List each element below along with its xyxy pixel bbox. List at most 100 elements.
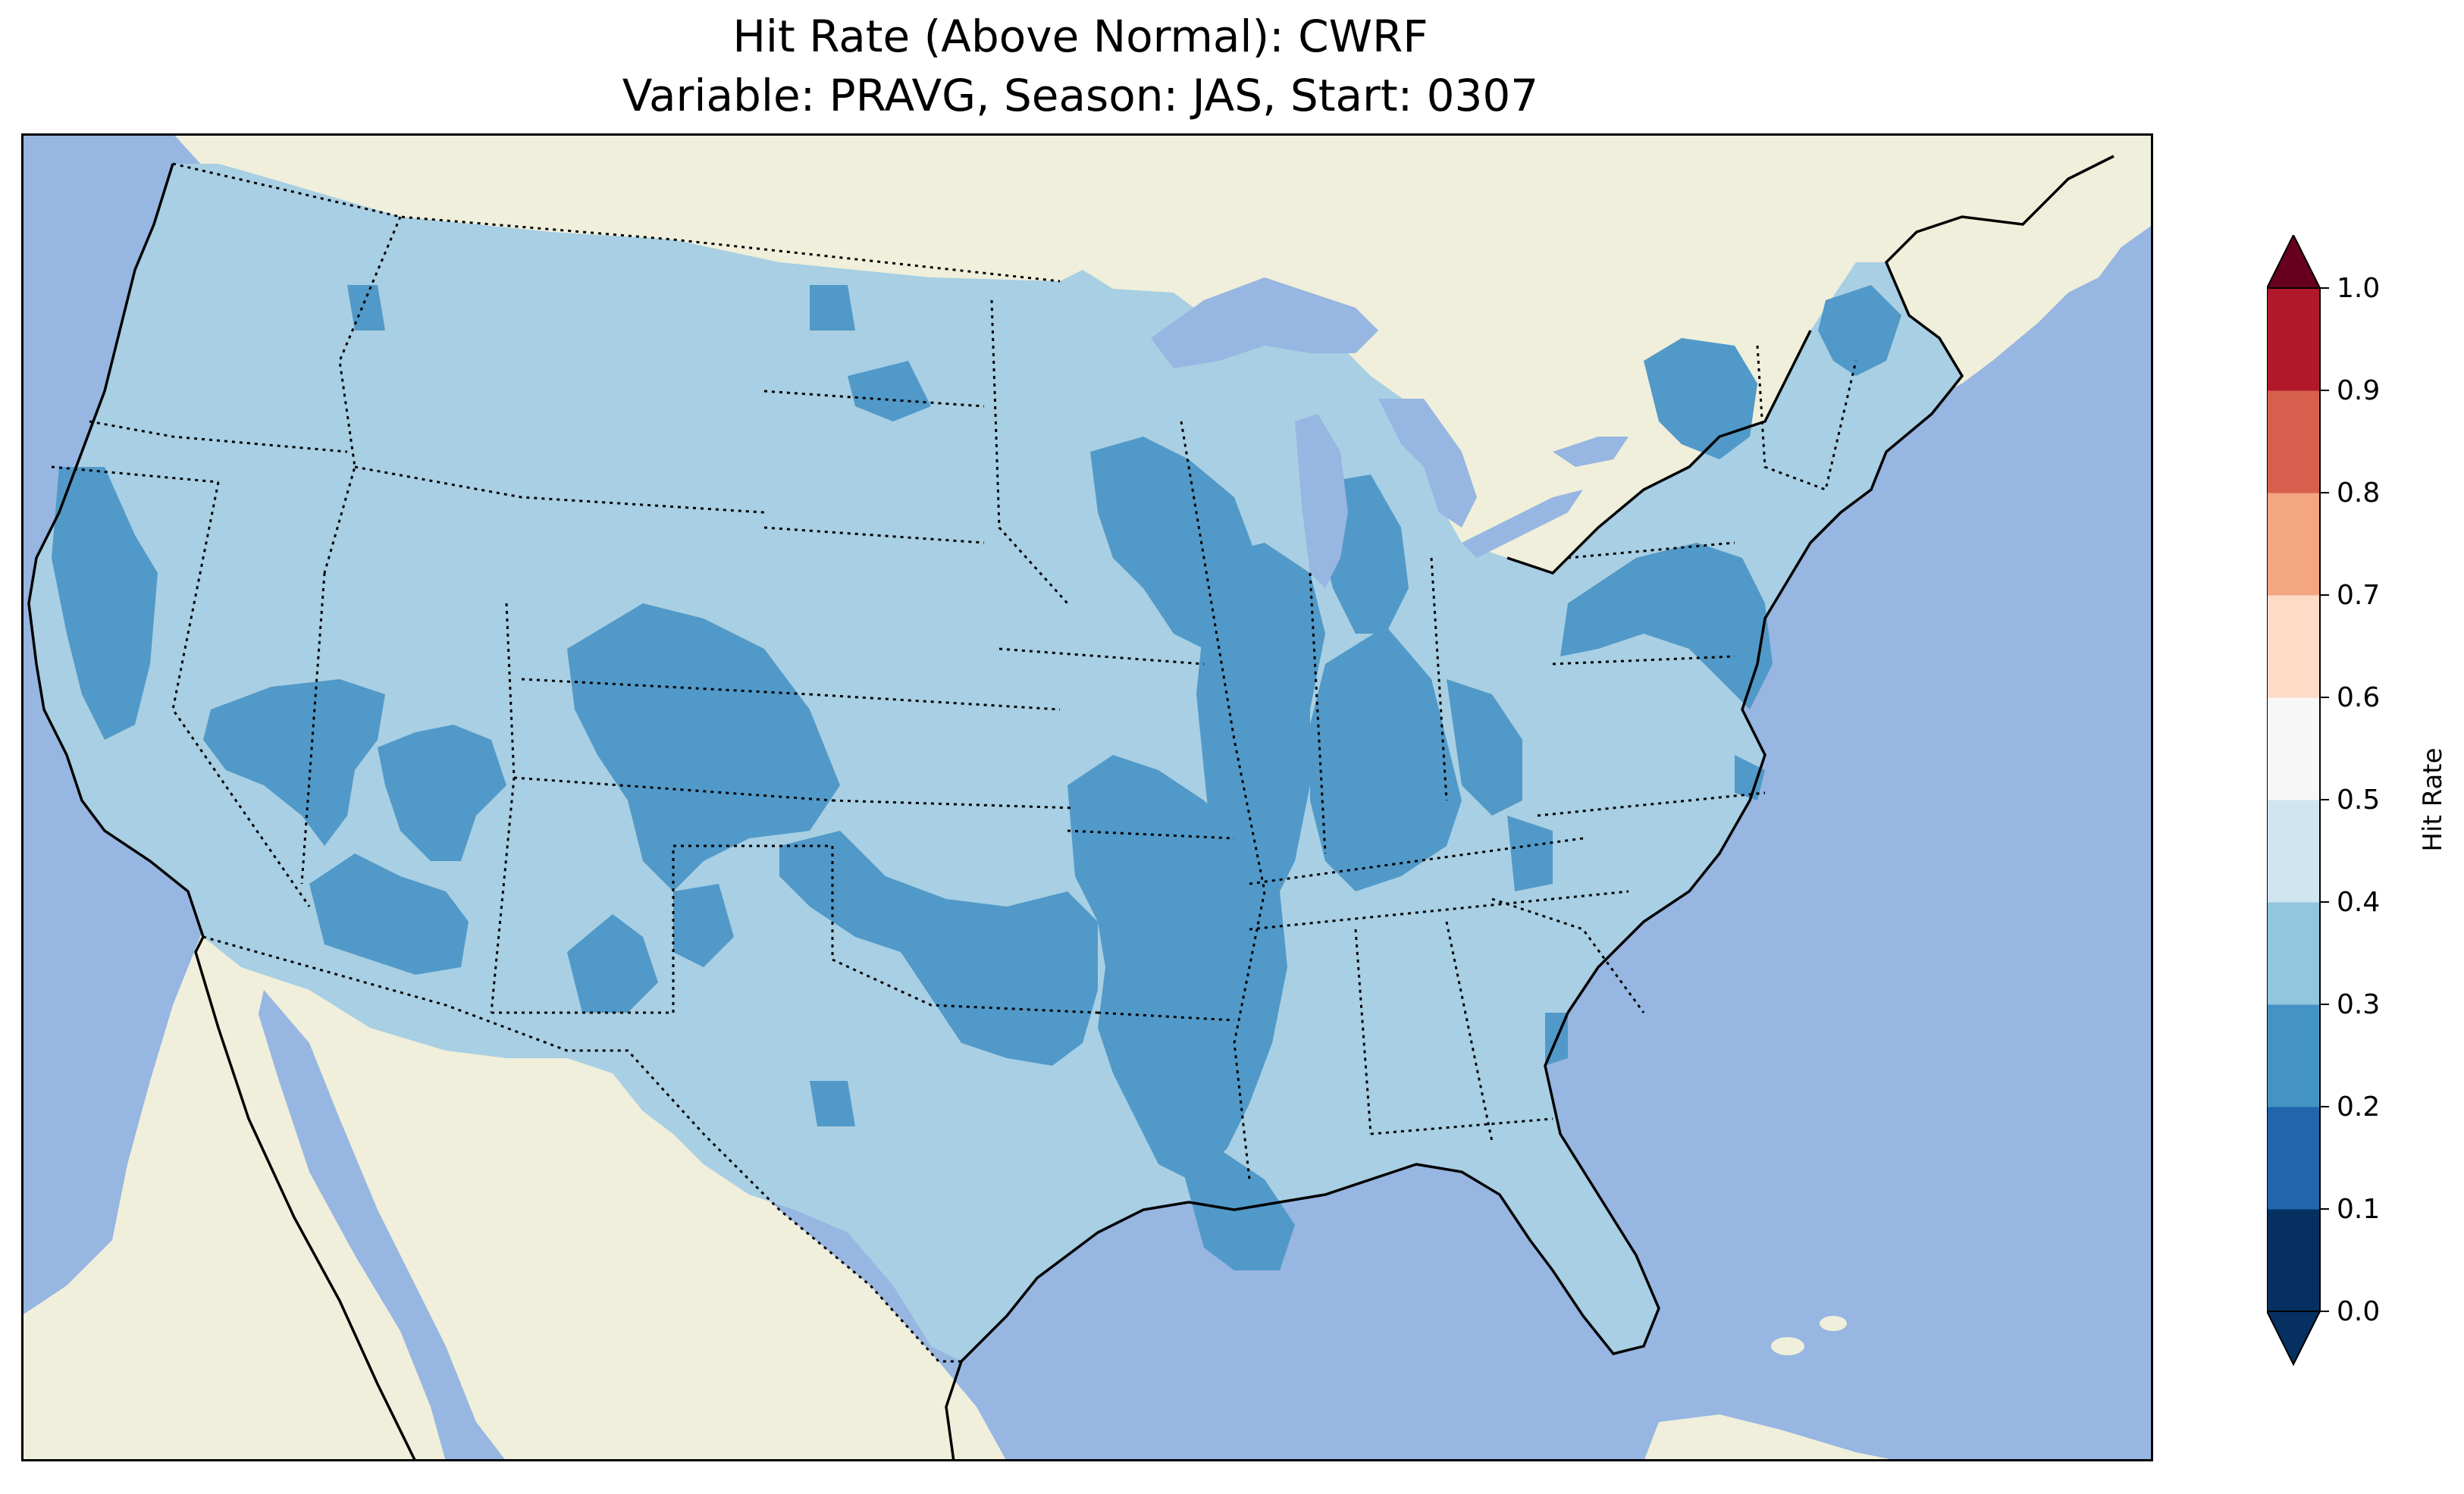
border-mn-wi bbox=[990, 299, 1069, 605]
colorbar-tick-label: 0.9 bbox=[2337, 375, 2380, 406]
coast-pacific bbox=[27, 163, 417, 1461]
patch-colorado bbox=[567, 603, 840, 891]
border-mo-ar bbox=[1067, 829, 1235, 840]
chart-subtitle: Variable: PRAVG, Season: JAS, Start: 030… bbox=[622, 70, 1539, 121]
border-dakotas bbox=[763, 390, 985, 408]
border-nv-ca bbox=[171, 481, 311, 907]
border-ok-tx bbox=[831, 846, 1099, 1014]
border-idaho bbox=[323, 216, 402, 574]
border-nv-ut bbox=[300, 572, 326, 885]
border-tn-south bbox=[1249, 890, 1629, 931]
border-ar-la bbox=[1097, 1011, 1235, 1022]
colorbar-tick-label: 0.2 bbox=[2337, 1092, 2380, 1123]
border-mt-wy bbox=[354, 465, 765, 514]
lake-erie bbox=[1462, 490, 1583, 558]
colorbar-tick-label: 0.4 bbox=[2337, 887, 2380, 918]
colorbar-bin bbox=[2267, 1107, 2320, 1210]
lake-huron bbox=[1378, 399, 1477, 528]
state-borders bbox=[51, 162, 1857, 1363]
border-ga-fl bbox=[1370, 1117, 1553, 1135]
colorbar-extend-min bbox=[2267, 1311, 2320, 1364]
colorbar-bin bbox=[2267, 902, 2320, 1005]
border-wa-or bbox=[89, 420, 348, 453]
patch-pennsylvania-nj-md bbox=[1560, 543, 1773, 709]
patch-w-texas bbox=[810, 1081, 855, 1126]
chart-title: Hit Rate (Above Normal): CWRF bbox=[732, 11, 1428, 62]
border-ca-mx bbox=[202, 935, 961, 1363]
colorbar-ticks: 0.0 0.1 0.2 0.3 0.4 0.5 0.6 0.7 0.8 0.9 1.0 bbox=[2320, 273, 2380, 1327]
border-or-ca bbox=[51, 465, 219, 484]
bahamas-island bbox=[1771, 1337, 1804, 1355]
colorbar-outline-top bbox=[2267, 235, 2321, 289]
colorbar-bin bbox=[2267, 1209, 2320, 1312]
colorbar-tick-label: 0.3 bbox=[2337, 989, 2380, 1020]
border-new-england bbox=[1756, 345, 1857, 492]
conus-land bbox=[29, 164, 1962, 1361]
colorbar-bin bbox=[2267, 493, 2320, 596]
patch-utah-west bbox=[378, 725, 506, 861]
cuba bbox=[1644, 1414, 1901, 1461]
border-in-oh bbox=[1430, 557, 1448, 801]
colorbar-bin bbox=[2267, 288, 2320, 391]
colorbar-tick-label: 0.8 bbox=[2337, 478, 2380, 509]
coast-gulf bbox=[960, 1012, 1660, 1363]
coast-atlantic bbox=[1566, 155, 2114, 1013]
lake-michigan bbox=[1295, 414, 1348, 588]
border-ks-ok bbox=[832, 799, 1076, 810]
patch-n-california bbox=[52, 467, 158, 740]
colorbar-label: Hit Rate bbox=[2418, 747, 2448, 851]
patch-nm-east bbox=[673, 884, 734, 967]
map-frame bbox=[21, 133, 2153, 1461]
border-nc-sc bbox=[1491, 897, 1645, 1013]
patch-nevada bbox=[203, 679, 385, 846]
hit-rate-0.2-0.3-patches bbox=[52, 285, 1901, 1270]
colorbar-tick-label: 0.5 bbox=[2337, 785, 2380, 816]
colorbar: 0.0 0.1 0.2 0.3 0.4 0.5 0.6 0.7 0.8 0.9 1.0 Hit Ra… bbox=[2267, 235, 2448, 1367]
bahamas-island bbox=[1820, 1316, 1847, 1331]
colorbar-bin bbox=[2267, 800, 2320, 903]
map-panel bbox=[21, 133, 2153, 1461]
lake-superior bbox=[1151, 277, 1378, 368]
colorbar-tick-label: 0.1 bbox=[2337, 1194, 2380, 1225]
colorbar-outline-bottom bbox=[2267, 1311, 2321, 1367]
coast-canada-east bbox=[1506, 330, 1812, 575]
coastlines bbox=[27, 155, 2114, 1461]
border-il-in bbox=[1309, 572, 1327, 854]
colorbar-extend-max bbox=[2267, 235, 2320, 288]
colorbar-tick-label: 0.6 bbox=[2337, 682, 2380, 713]
colorbar-bin bbox=[2267, 595, 2320, 698]
baja-peninsula bbox=[196, 937, 446, 1461]
border-pa-md bbox=[1552, 655, 1735, 666]
border-ky-tn bbox=[1249, 837, 1584, 885]
colorbar-bin bbox=[2267, 390, 2320, 493]
patch-new-york bbox=[1644, 338, 1757, 459]
border-co-nm bbox=[513, 776, 833, 802]
colorbar-tick-label: 1.0 bbox=[2337, 273, 2380, 304]
baja-gulf bbox=[249, 990, 506, 1461]
colorbar-bins bbox=[2267, 288, 2320, 1312]
great-lakes bbox=[1151, 277, 1629, 588]
border-mississippi-river bbox=[1180, 421, 1266, 1180]
patch-maine bbox=[1818, 285, 1901, 376]
coast-mexico-gulf bbox=[945, 1361, 963, 1461]
patch-mississippi-valley bbox=[1196, 543, 1325, 922]
border-pa-ny bbox=[1567, 541, 1735, 559]
patch-indiana-kentucky bbox=[1310, 626, 1462, 891]
colorbar-tick-label: 0.0 bbox=[2337, 1296, 2380, 1327]
border-va-nc bbox=[1537, 791, 1766, 817]
colorbar-tick-label: 0.7 bbox=[2337, 580, 2380, 611]
patch-s-nevada-arizona bbox=[309, 853, 469, 975]
patch-oklahoma-texas bbox=[779, 831, 1098, 1066]
patch-montana bbox=[810, 285, 855, 330]
border-tx-nm bbox=[491, 844, 832, 1014]
border-wy-co bbox=[521, 678, 810, 696]
patch-washington bbox=[347, 285, 385, 330]
patch-west-virginia bbox=[1507, 816, 1553, 891]
patch-n-dakota bbox=[848, 361, 931, 421]
colorbar-bin bbox=[2267, 1004, 2320, 1107]
patch-new-mexico bbox=[567, 914, 658, 1013]
border-sd-ne bbox=[763, 526, 985, 544]
patch-ohio-kentucky-east bbox=[1447, 679, 1522, 816]
colorbar-bin bbox=[2267, 697, 2320, 800]
patch-nc-coast bbox=[1735, 755, 1765, 800]
